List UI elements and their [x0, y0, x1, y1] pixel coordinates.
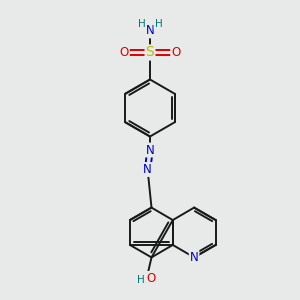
- Text: O: O: [120, 46, 129, 59]
- Text: N: N: [143, 163, 152, 176]
- Text: N: N: [146, 143, 154, 157]
- Text: H: H: [154, 19, 162, 29]
- Text: N: N: [190, 251, 199, 264]
- Text: O: O: [171, 46, 180, 59]
- Text: S: S: [146, 46, 154, 59]
- Text: O: O: [146, 272, 155, 285]
- Text: H: H: [138, 19, 146, 29]
- Text: N: N: [146, 24, 154, 38]
- Text: H: H: [137, 275, 145, 285]
